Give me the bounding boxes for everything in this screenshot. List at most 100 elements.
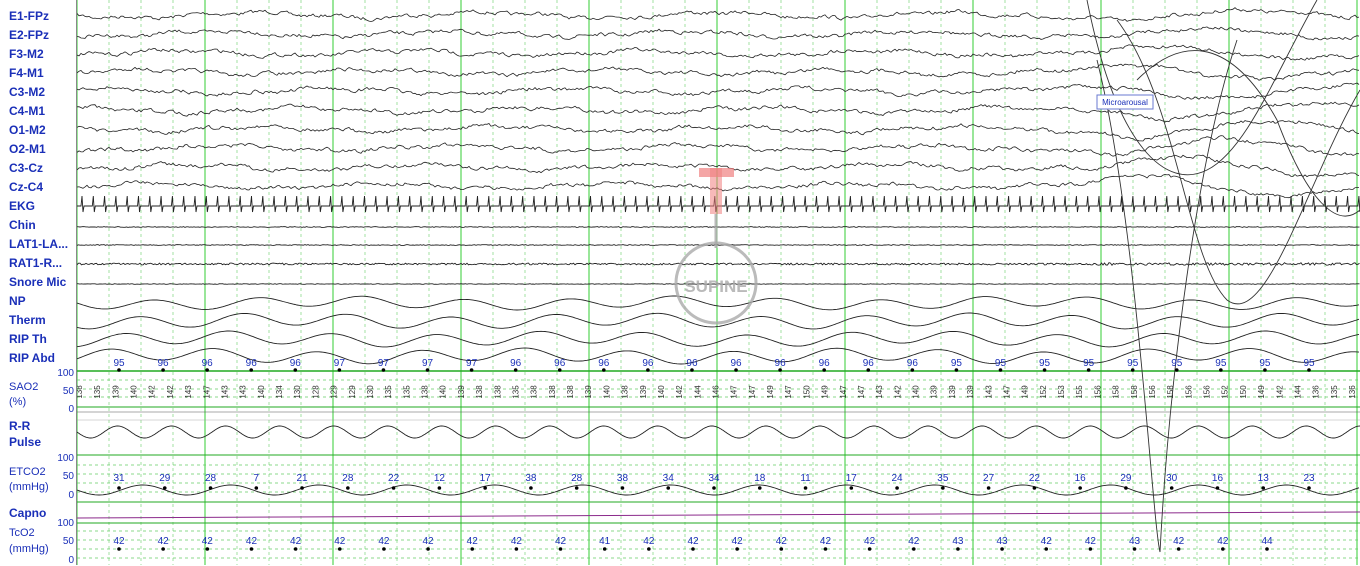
eeg-trace: [77, 101, 1360, 123]
etco2-axis-tick: 100: [57, 453, 74, 464]
etco2-value: 24: [892, 473, 904, 484]
tco2-value: 42: [113, 536, 125, 547]
sao2-dot: [602, 368, 606, 372]
tco2-axis-tick: 50: [62, 536, 74, 547]
tco2-value: 42: [378, 536, 390, 547]
pulse-value: 155: [1075, 385, 1084, 399]
etco2-value: 28: [342, 473, 354, 484]
etco2-dot: [162, 486, 167, 490]
etco2-dot: [1261, 486, 1266, 490]
channel-label-rat1-r: RAT1-R...: [9, 256, 63, 270]
sao2-axis-tick: 50: [62, 386, 74, 397]
pulse-value: 135: [384, 385, 393, 399]
sao2-value: 96: [907, 358, 919, 369]
sao2-value: 96: [158, 358, 170, 369]
pulse-value: 139: [639, 385, 648, 399]
pulse-value: 140: [257, 385, 266, 399]
pulse-value: 139: [584, 385, 593, 399]
tco2-dot: [602, 547, 607, 551]
sao2-axis-tick: 0: [68, 404, 74, 415]
pulse-value: 136: [1348, 385, 1357, 399]
etco2-value: 28: [571, 473, 583, 484]
channel-label-e2-fpz: E2-FPz: [9, 28, 50, 42]
pulse-value: 142: [166, 385, 175, 399]
pulse-value: 138: [77, 385, 84, 399]
channel-label-tco2: TcO2: [9, 527, 35, 539]
pulse-value: 138: [530, 385, 539, 399]
sao2-dot: [1263, 368, 1267, 372]
tco2-value: 42: [643, 536, 655, 547]
tco2-dot: [691, 547, 695, 551]
tco2-value: 42: [423, 536, 435, 547]
tco2-dot: [558, 547, 563, 551]
sao2-value: 96: [642, 358, 654, 369]
psg-trace-area[interactable]: 95 96 96 96 96 97 97 97 97 96 96 96 96 96 96 96 96 96 96 95…: [77, 0, 1360, 565]
pulse-value: 149: [766, 385, 775, 399]
pulse-value: 147: [784, 385, 793, 399]
pulse-value: 152: [1221, 385, 1230, 399]
tco2-value: 42: [1173, 536, 1185, 547]
sao2-dot: [866, 368, 871, 372]
tco2-value: 42: [1041, 536, 1053, 547]
pulse-value: 138: [566, 385, 575, 399]
tco2-value: 43: [1129, 536, 1141, 547]
channel-label-snore-mic: Snore Mic: [9, 275, 67, 289]
pulse-value: 140: [912, 385, 921, 399]
tco2-value: 42: [290, 536, 302, 547]
sao2-value: 96: [730, 358, 742, 369]
pulse-value: 158: [1112, 385, 1121, 399]
pulse-value: 140: [130, 385, 139, 399]
etco2-dot: [346, 486, 350, 490]
pulse-value: 156: [1093, 385, 1102, 399]
etco2-dot: [391, 486, 396, 490]
tco2-value: 42: [467, 536, 479, 547]
pulse-value: 156: [1203, 385, 1212, 399]
sao2-dot: [1219, 368, 1223, 372]
pulse-value: 143: [239, 385, 248, 399]
pulse-value: 134: [275, 385, 284, 399]
etco2-dot: [1307, 486, 1311, 490]
resp-trace: [77, 312, 1360, 330]
pulse-value: 147: [839, 385, 848, 399]
pulse-value: 146: [712, 385, 721, 399]
pulse-value: 138: [548, 385, 557, 399]
channel-label-ekg: EKG: [9, 199, 36, 213]
etco2-value: 38: [525, 473, 537, 484]
eeg-trace: [77, 135, 1360, 157]
tco2-value: 42: [334, 536, 346, 547]
pulse-value: 140: [602, 385, 611, 399]
pulse-value: 150: [1239, 385, 1248, 399]
pulse-value: 147: [857, 385, 866, 399]
etco2-value: 29: [1120, 473, 1132, 484]
pulse-value: 143: [875, 385, 884, 399]
etco2-dot: [529, 486, 533, 490]
pulse-value: 128: [311, 385, 320, 399]
tco2-dot: [514, 547, 519, 551]
etco2-value: 16: [1075, 473, 1087, 484]
etco2-value: 34: [708, 473, 720, 484]
pulse-value: 144: [1293, 385, 1302, 399]
channel-label-sao2: SAO2: [9, 381, 39, 393]
tco2-value: 42: [511, 536, 523, 547]
artifact-trace: [1136, 50, 1360, 217]
tco2-dot: [1132, 547, 1137, 551]
pulse-value: 139: [111, 385, 120, 399]
etco2-value: 21: [297, 473, 309, 484]
sao2-value: 95: [113, 358, 125, 369]
microarousal-annotation[interactable]: Microarousal: [1102, 98, 1148, 107]
tco2-dot: [117, 547, 121, 551]
pulse-value: 138: [421, 385, 430, 399]
tco2-dot: [956, 547, 960, 551]
channel-label-f3-m2: F3-M2: [9, 47, 44, 61]
etco2-value: 18: [754, 473, 766, 484]
tco2-value: 42: [776, 536, 788, 547]
sao2-dot: [293, 368, 298, 372]
sao2-dot: [205, 368, 209, 372]
etco2-value: 22: [388, 473, 400, 484]
pulse-value: 139: [457, 385, 466, 399]
microarousal-annotation-box[interactable]: [1096, 94, 1154, 110]
sao2-dot: [1307, 368, 1311, 372]
sao2-dot: [1086, 368, 1091, 372]
etco2-axis-tick: 0: [68, 490, 74, 501]
resp-trace: [77, 347, 1360, 365]
